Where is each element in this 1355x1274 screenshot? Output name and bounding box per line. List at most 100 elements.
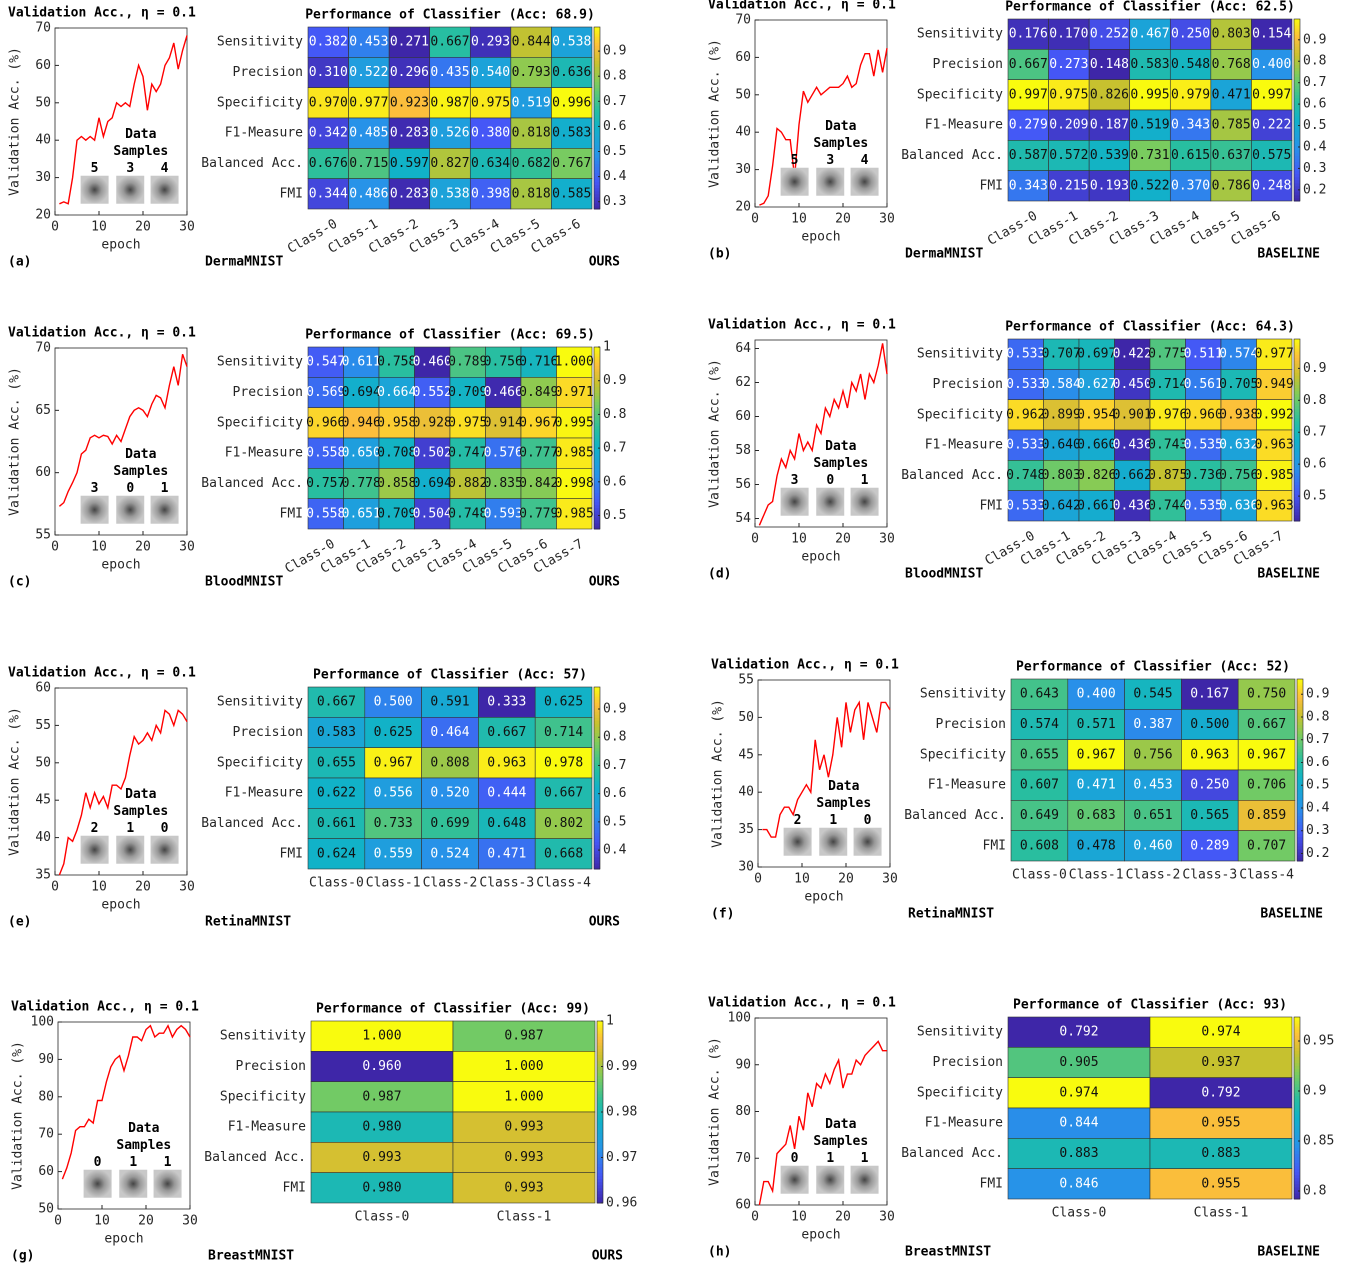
colorbar-segment xyxy=(597,1057,603,1061)
colorbar-segment xyxy=(1294,339,1300,343)
column-label: Class-3 xyxy=(479,876,534,891)
cell-label: 0.709 xyxy=(448,385,487,400)
colorbar-tick-label: 0.85 xyxy=(1303,1134,1334,1149)
colorbar-segment xyxy=(597,1073,603,1077)
x-axis-label: epoch xyxy=(101,238,140,253)
colorbar-segment xyxy=(594,393,600,397)
colorbar-segment xyxy=(594,487,600,491)
cell-label: 0.777 xyxy=(519,446,558,461)
cell-label: 0.342 xyxy=(309,126,348,141)
sample-image xyxy=(151,836,179,864)
cell-label: 0.422 xyxy=(1113,347,1152,362)
cell-label: 0.667 xyxy=(1247,717,1286,732)
colorbar-segment xyxy=(1294,1147,1300,1151)
colorbar-segment xyxy=(597,1045,603,1049)
colorbar-segment xyxy=(1297,791,1303,795)
colorbar-segment xyxy=(597,1164,603,1168)
y-tick-label: 60 xyxy=(735,409,751,424)
cell-label: 0.575 xyxy=(1252,148,1291,163)
y-axis-label: Validation Acc. (%) xyxy=(8,707,23,856)
colorbar-segment xyxy=(1294,394,1300,398)
colorbar-segment xyxy=(1294,156,1300,160)
colorbar-segment xyxy=(594,726,600,730)
colorbar-segment xyxy=(594,496,600,500)
colorbar-segment xyxy=(1294,445,1300,449)
colorbar-segment xyxy=(597,1170,603,1174)
colorbar-segment xyxy=(594,471,600,475)
cell-label: 0.736 xyxy=(1184,468,1223,483)
colorbar-segment xyxy=(594,362,600,366)
cell-label: 0.504 xyxy=(413,506,452,521)
colorbar-segment xyxy=(594,154,600,158)
cell-label: 0.792 xyxy=(1201,1085,1240,1100)
colorbar-segment xyxy=(597,1145,603,1149)
colorbar-segment xyxy=(1294,488,1300,492)
colorbar-segment xyxy=(594,781,600,785)
x-tick-label: 20 xyxy=(835,532,851,547)
colorbar-segment xyxy=(594,91,600,95)
y-tick-label: 64 xyxy=(735,341,751,356)
sample-image xyxy=(116,176,144,204)
cell-label: 0.883 xyxy=(1059,1146,1098,1161)
panel-label: (f) xyxy=(711,907,734,922)
x-tick-label: 20 xyxy=(135,220,151,235)
x-tick-label: 30 xyxy=(179,880,195,895)
colorbar-segment xyxy=(1294,28,1300,32)
cell-label: 0.826 xyxy=(1077,468,1116,483)
colorbar-segment xyxy=(597,1142,603,1146)
x-tick-label: 10 xyxy=(91,220,107,235)
cell-label: 0.995 xyxy=(1130,87,1169,102)
colorbar-segment xyxy=(1297,849,1303,853)
cell-label: 0.524 xyxy=(430,846,469,861)
colorbar-segment xyxy=(594,411,600,415)
colorbar-segment xyxy=(597,1051,603,1055)
colorbar-segment xyxy=(1294,1050,1300,1054)
cell-label: 0.576 xyxy=(484,446,523,461)
colorbar-segment xyxy=(594,751,600,755)
cell-label: 0.967 xyxy=(519,415,558,430)
colorbar-segment xyxy=(597,1112,603,1116)
colorbar-segment xyxy=(1294,1063,1300,1067)
cell-label: 0.667 xyxy=(317,695,356,710)
cell-label: 0.453 xyxy=(349,35,388,50)
colorbar-segment xyxy=(1294,1069,1300,1073)
y-tick-label: 45 xyxy=(738,747,754,762)
colorbar-segment xyxy=(594,63,600,67)
colorbar-segment xyxy=(594,374,600,378)
colorbar-segment xyxy=(1294,1111,1300,1115)
colorbar-segment xyxy=(1297,731,1303,735)
cell-label: 0.632 xyxy=(1219,438,1258,453)
colorbar-segment xyxy=(1297,803,1303,807)
sample-label: 1 xyxy=(829,813,837,828)
colorbar-tick-label: 0.8 xyxy=(603,730,626,745)
cell-label: 0.460 xyxy=(413,355,452,370)
colorbar-segment xyxy=(597,1076,603,1080)
colorbar-segment xyxy=(1297,840,1303,844)
sample-image xyxy=(81,836,109,864)
colorbar-segment xyxy=(1294,1032,1300,1036)
colorbar-segment xyxy=(1294,351,1300,355)
row-label: Specificity xyxy=(917,87,1003,102)
colorbar-segment xyxy=(1294,1020,1300,1024)
x-tick-label: 0 xyxy=(54,1214,62,1229)
colorbar-segment xyxy=(594,778,600,782)
cell-label: 0.167 xyxy=(1190,687,1229,702)
cell-label: 0.963 xyxy=(487,755,526,770)
x-tick-label: 30 xyxy=(179,540,195,555)
colorbar-segment xyxy=(1297,725,1303,729)
colorbar-segment xyxy=(1297,788,1303,792)
cell-label: 0.716 xyxy=(519,355,558,370)
colorbar-segment xyxy=(1294,479,1300,483)
y-tick-label: 50 xyxy=(738,710,754,725)
colorbar-segment xyxy=(1294,25,1300,29)
colorbar-segment xyxy=(594,699,600,703)
cell-label: 0.715 xyxy=(349,156,388,171)
colorbar-segment xyxy=(594,371,600,375)
sample-image xyxy=(84,1170,112,1198)
y-tick-label: 58 xyxy=(735,443,751,458)
cell-label: 0.974 xyxy=(1059,1085,1098,1100)
cell-label: 0.667 xyxy=(487,725,526,740)
cell-label: 0.960 xyxy=(1184,407,1223,422)
colorbar-segment xyxy=(594,848,600,852)
colorbar-segment xyxy=(1294,1181,1300,1185)
